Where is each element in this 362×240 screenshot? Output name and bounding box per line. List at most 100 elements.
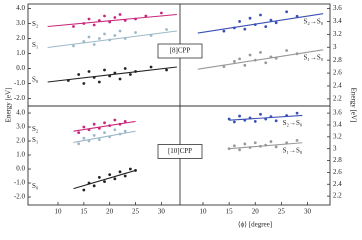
fit-line	[47, 66, 177, 83]
point	[118, 13, 122, 16]
point	[97, 127, 101, 130]
y-tick-label: -2.0	[14, 94, 26, 102]
y-tick-label: 2.8	[333, 156, 342, 164]
point	[123, 67, 127, 70]
point	[66, 79, 70, 82]
point	[149, 65, 153, 69]
point	[264, 143, 268, 147]
point	[118, 29, 122, 33]
point	[134, 169, 137, 172]
plot-frame	[27, 3, 331, 206]
point	[113, 118, 117, 122]
y-tick-label: 3.6	[333, 4, 342, 12]
point	[134, 17, 137, 21]
point	[274, 21, 278, 25]
y-tick-label: 2.8	[333, 56, 342, 64]
point	[238, 114, 241, 118]
point	[123, 174, 127, 178]
point	[269, 55, 273, 59]
point	[118, 170, 122, 174]
y-tick-label: -1.0	[14, 179, 26, 187]
point	[123, 37, 127, 40]
point	[123, 19, 127, 22]
y-tick-label: 2.6	[333, 69, 342, 77]
point	[113, 71, 117, 75]
series-label: S₂→S₀	[304, 17, 324, 25]
y-tick-label: 3.0	[16, 19, 25, 27]
point	[82, 40, 86, 43]
point	[82, 22, 86, 25]
series-label: S₂	[32, 20, 39, 28]
point	[118, 132, 122, 136]
point	[87, 70, 91, 73]
point	[243, 118, 247, 122]
point	[97, 80, 101, 84]
point	[113, 16, 117, 19]
point	[243, 27, 247, 31]
point	[72, 25, 75, 28]
point	[123, 129, 127, 133]
series-label: S₀	[32, 182, 39, 190]
annotation-box	[157, 43, 203, 59]
point	[285, 10, 289, 14]
point	[113, 177, 117, 181]
point	[269, 18, 273, 22]
y-tick-label: -1.0	[14, 79, 26, 87]
point	[232, 26, 236, 30]
series-label: S₂→S₀	[283, 119, 303, 127]
point	[222, 29, 226, 33]
point	[113, 128, 117, 132]
y-tick-label: 4.0	[16, 109, 25, 117]
point	[97, 19, 101, 22]
point	[103, 131, 106, 135]
fit-line	[47, 30, 177, 49]
point	[144, 14, 148, 18]
frames	[27, 3, 331, 206]
y-tick-label: 2.2	[333, 95, 342, 103]
point	[253, 23, 257, 27]
point	[77, 73, 81, 76]
x-tick-label: 10	[199, 208, 207, 216]
point	[87, 181, 91, 185]
point	[253, 141, 257, 145]
point	[118, 77, 122, 81]
y-tick-label: 1.0	[16, 49, 25, 57]
point	[103, 14, 106, 18]
point	[87, 139, 91, 143]
annotation: [8]CPP	[157, 43, 203, 59]
point	[243, 142, 247, 146]
point	[103, 180, 106, 184]
y-tick-label: 2.4	[333, 180, 342, 188]
y-tick-label: 3.4	[333, 121, 342, 129]
y-tick-label: 2.0	[16, 137, 25, 145]
point	[108, 38, 112, 42]
point	[274, 56, 278, 60]
fit-line	[47, 13, 177, 28]
point	[97, 138, 101, 142]
y-tick-label: 3	[333, 43, 337, 51]
x-tick-label: 15	[80, 208, 88, 216]
point	[274, 145, 278, 149]
point	[87, 128, 91, 132]
x-tick-label: 15	[226, 208, 234, 216]
point	[82, 136, 86, 140]
series-label: S₁→S₀	[304, 53, 324, 61]
point	[87, 35, 91, 39]
point	[108, 20, 112, 24]
point	[295, 111, 299, 115]
fit-line	[73, 130, 136, 143]
point	[82, 125, 86, 129]
point	[227, 147, 231, 151]
annotation-text: [8]CPP	[170, 47, 191, 55]
x-tick-label: 25	[278, 208, 286, 216]
point	[92, 134, 96, 137]
y-tick-label: 2.6	[333, 168, 342, 176]
point	[108, 135, 112, 139]
point	[123, 120, 127, 123]
fit-line	[73, 120, 136, 132]
point	[82, 188, 86, 192]
series-label: S₂	[32, 125, 39, 133]
point	[269, 115, 273, 119]
point	[248, 146, 252, 149]
point	[92, 184, 96, 188]
